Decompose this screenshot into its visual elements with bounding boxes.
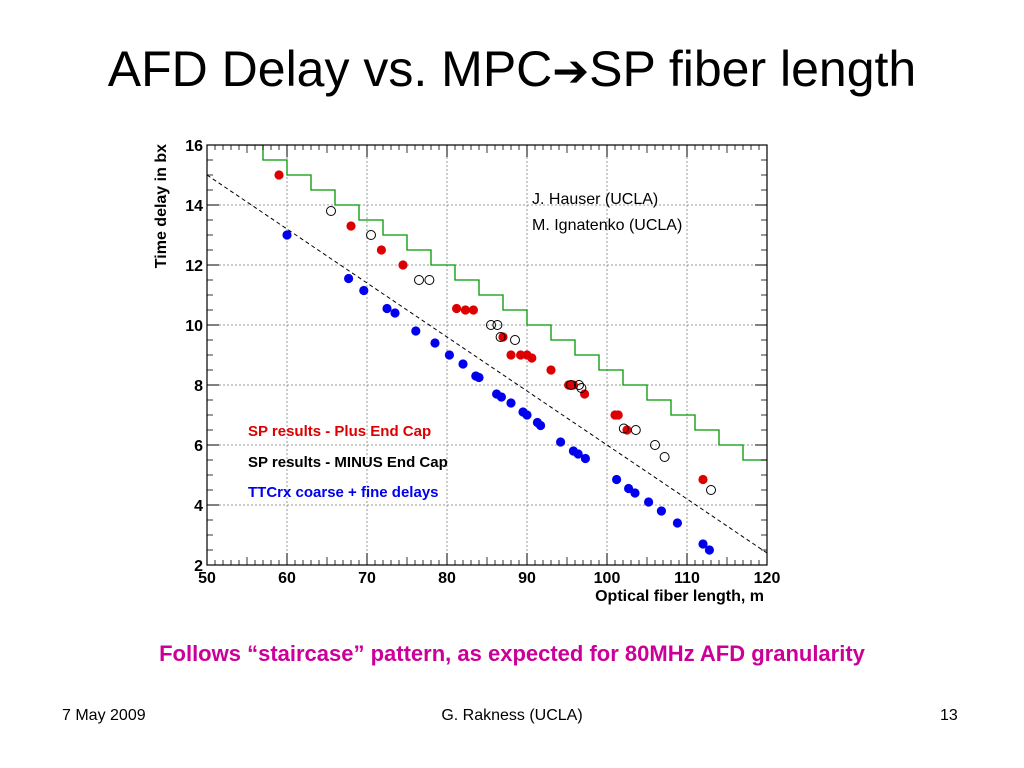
minus-point [630, 425, 641, 435]
plus-point [460, 305, 470, 315]
minus-point [650, 440, 660, 450]
plus-point [398, 260, 408, 270]
ttcrx-point [382, 303, 392, 314]
y-tick-label: 14 [185, 198, 203, 215]
plus-point [274, 170, 284, 180]
x-tick-label: 50 [198, 570, 216, 587]
ttcrx-point [458, 359, 468, 369]
ttcrx-point [506, 398, 516, 408]
plus-point [613, 410, 623, 420]
minus-point [414, 275, 424, 285]
plus-point [580, 389, 590, 399]
ttcrx-point [624, 483, 634, 494]
minus-point [566, 380, 576, 390]
ttcrx-point [282, 230, 292, 240]
y-tick-label: 12 [185, 258, 203, 275]
ttcrx-point [612, 474, 622, 485]
plus-point [506, 350, 516, 360]
x-tick-label: 60 [278, 570, 296, 587]
plus-point [568, 380, 578, 390]
minus-point [492, 320, 503, 330]
footer-date: 7 May 2009 [62, 707, 146, 724]
ttcrx-point [390, 308, 400, 318]
credit-line-2: M. Ignatenko (UCLA) [532, 217, 682, 234]
x-tick-label: 100 [594, 570, 621, 587]
x-tick-label: 90 [518, 570, 536, 587]
minus-point [510, 335, 520, 345]
minus-point [659, 452, 670, 462]
minus-point [574, 380, 584, 390]
plus-point [376, 245, 386, 255]
staircase-line [239, 145, 767, 461]
plus-point [452, 303, 462, 314]
ttcrx-point [672, 518, 683, 528]
plus-point [498, 332, 508, 342]
conclusion-text: Follows “staircase” pattern, as expected… [159, 641, 865, 666]
y-tick-label: 10 [185, 318, 203, 335]
x-tick-label: 120 [754, 570, 781, 587]
ttcrx-point [656, 506, 667, 516]
x-tick-label: 80 [438, 570, 456, 587]
legend-item-plus: SP results - Plus End Cap [248, 423, 431, 440]
ttcrx-point [536, 420, 546, 431]
plus-point [546, 365, 556, 375]
credit-line-1: J. Hauser (UCLA) [532, 191, 658, 208]
chart-points [274, 170, 716, 555]
y-tick-label: 8 [194, 378, 203, 395]
x-axis-label: Optical fiber length, m [595, 588, 764, 605]
ttcrx-point [644, 497, 654, 507]
ttcrx-point [630, 488, 640, 498]
minus-point [495, 332, 506, 342]
minus-point [424, 275, 435, 285]
x-tick-label: 70 [358, 570, 376, 587]
ttcrx-point [580, 453, 590, 464]
ttcrx-point [474, 372, 484, 383]
minus-point [366, 230, 376, 240]
plus-point [516, 350, 526, 360]
legend-item-ttcrx: TTCrx coarse + fine delays [248, 484, 439, 501]
chart-lines [207, 145, 767, 554]
plus-point [622, 425, 632, 435]
ttcrx-point [698, 539, 708, 549]
minus-point [706, 485, 716, 495]
ttcrx-point [444, 350, 454, 360]
ttcrx-point [411, 326, 421, 336]
y-tick-label: 2 [194, 558, 203, 575]
minus-point [618, 423, 629, 434]
legend-item-minus: SP results - MINUS End Cap [248, 454, 448, 471]
y-tick-label: 4 [194, 498, 203, 515]
ttcrx-point [556, 437, 566, 447]
footer-author: G. Rakness (UCLA) [441, 707, 583, 724]
minus-point [486, 320, 496, 330]
plus-point [698, 474, 708, 485]
x-tick-label: 110 [674, 570, 700, 587]
minus-point [326, 206, 336, 216]
ttcrx-point [573, 449, 583, 459]
ttcrx-point [704, 545, 715, 555]
y-tick-label: 6 [194, 438, 203, 455]
plot-background [207, 145, 767, 565]
arrow-icon: ➔ [552, 46, 590, 97]
ttcrx-point [430, 338, 440, 348]
plus-point [527, 353, 537, 363]
chart: 50 60 70 80 90 100 110 120 2 4 6 8 10 12 14 16 J. Hause… [153, 138, 780, 605]
slide-title: AFD Delay vs. MPC➔SP fiber length [0, 40, 1024, 98]
minus-point [576, 383, 587, 393]
ttcrx-point [496, 392, 506, 402]
slide-title-end: SP fiber length [589, 41, 917, 97]
y-tick-label: 16 [185, 138, 203, 155]
chart-grid [206, 144, 768, 566]
slide-title-main: AFD Delay vs. MPC [107, 41, 553, 97]
ttcrx-point [344, 273, 354, 284]
plus-point [346, 221, 356, 231]
ttcrx-point [522, 410, 532, 420]
fit-line [207, 174, 767, 554]
y-axis-label: Time delay in bx [153, 144, 170, 268]
chart-axes: 50 60 70 80 90 100 110 120 2 4 6 8 10 12 14 16 [185, 138, 780, 587]
ttcrx-point [359, 285, 369, 296]
page-number: 13 [940, 707, 958, 724]
plus-point [468, 305, 478, 315]
